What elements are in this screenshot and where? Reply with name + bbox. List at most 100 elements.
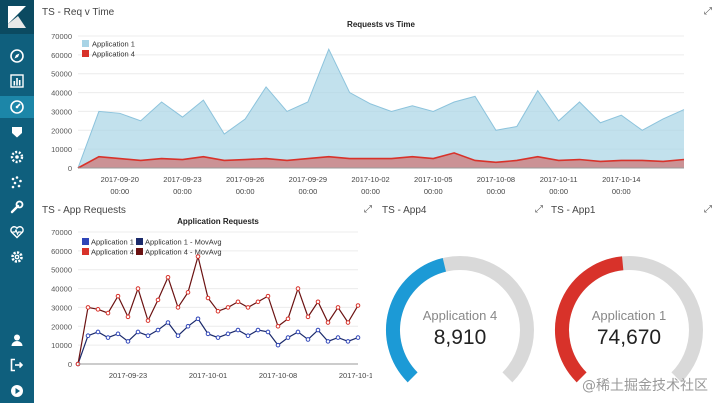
chart2-point-s1 bbox=[245, 333, 251, 339]
chart1-series-area-1 bbox=[78, 49, 684, 169]
chart2-point-s3 bbox=[115, 293, 121, 299]
chart1-title: Requests vs Time bbox=[347, 20, 415, 29]
chart1-xtick-sublabel: 00:00 bbox=[236, 187, 255, 196]
chart2-legend-swatch bbox=[82, 248, 89, 255]
chart1-xtick-label: 2017-09-29 bbox=[289, 175, 327, 184]
chart1-xtick-sublabel: 00:00 bbox=[612, 187, 631, 196]
gauge-app1-label: Application 1 bbox=[592, 308, 666, 323]
chart2-ytick-label: 20000 bbox=[51, 322, 72, 331]
chart2-point-s3 bbox=[355, 303, 361, 308]
chart2-point-s1 bbox=[125, 339, 131, 344]
chart1-series-area-2 bbox=[78, 152, 684, 168]
chart2-point-s3 bbox=[145, 318, 151, 323]
chart2-point-s3 bbox=[105, 310, 111, 316]
chart1-ytick-label: 30000 bbox=[51, 107, 72, 116]
chart2-xtick-label: 2017-10-08 bbox=[259, 371, 297, 380]
chart2-point-s1 bbox=[345, 339, 351, 344]
chart1-xtick-label: 2017-09-23 bbox=[163, 175, 201, 184]
chart2-ytick-label: 30000 bbox=[51, 303, 72, 312]
chart2-point-s1 bbox=[175, 333, 181, 339]
chart2-point-s1 bbox=[335, 335, 341, 340]
settings-icon[interactable] bbox=[0, 246, 34, 268]
chart1-xtick-sublabel: 00:00 bbox=[298, 187, 317, 196]
chart1-series-line-2 bbox=[77, 152, 685, 169]
chart2-point-s1 bbox=[255, 327, 261, 333]
chart1-xtick-label: 2017-10-05 bbox=[414, 175, 452, 184]
chart2-point-s3 bbox=[205, 295, 211, 301]
logout-icon[interactable] bbox=[0, 354, 34, 376]
chart2-legend-swatch bbox=[136, 238, 143, 245]
chart2-point-s3 bbox=[285, 316, 291, 322]
expand-panel-req-v-time-icon[interactable]: ⤢ bbox=[704, 6, 712, 17]
chart2-point-s1 bbox=[325, 339, 331, 344]
panel-title-req-v-time: TS - Req v Time bbox=[42, 7, 115, 18]
chart2-xtick-label: 2017-10-01 bbox=[189, 371, 227, 380]
play-icon[interactable] bbox=[0, 380, 34, 402]
chart2-point-s3 bbox=[275, 323, 281, 329]
chart2-point-s3 bbox=[315, 299, 321, 305]
chart2-series-line-2 bbox=[77, 317, 359, 365]
chart2-point-s1 bbox=[355, 335, 361, 340]
chart2-point-s3 bbox=[235, 299, 241, 305]
chart2-ytick-label: 50000 bbox=[51, 266, 72, 275]
chart2-point-s1 bbox=[165, 320, 171, 325]
chart2-legend-label: Application 1 bbox=[91, 238, 134, 247]
chart2-point-s3 bbox=[265, 293, 271, 299]
compass-icon[interactable] bbox=[0, 45, 34, 67]
chart2-point-s3 bbox=[175, 305, 181, 310]
chart2-point-s1 bbox=[295, 329, 301, 335]
chart1-xtick-label: 2017-10-08 bbox=[477, 175, 515, 184]
chart1-xtick-sublabel: 00:00 bbox=[110, 187, 129, 196]
chart2-legend-label: Application 4 - MovAvg bbox=[145, 248, 222, 257]
chart2-point-s1 bbox=[105, 335, 111, 340]
chart1-legend-label: Application 1 bbox=[92, 40, 135, 49]
chart2-point-s1 bbox=[215, 335, 221, 340]
kibana-logo[interactable] bbox=[0, 0, 34, 34]
bar-chart-icon[interactable] bbox=[0, 70, 34, 92]
chart2-point-s3 bbox=[345, 320, 351, 325]
gauge-app1: Application 1 74,670 bbox=[555, 256, 703, 383]
chart2-point-s3 bbox=[325, 320, 331, 325]
expand-panel-app1-icon[interactable]: ⤢ bbox=[704, 204, 712, 215]
chart2-point-s3 bbox=[195, 254, 201, 259]
chart2-legend-swatch bbox=[136, 248, 143, 255]
chart2-point-s1 bbox=[305, 337, 311, 342]
chart1-ytick-label: 60000 bbox=[51, 51, 72, 60]
chart1-xtick-label: 2017-10-11 bbox=[540, 175, 578, 184]
chart2-point-s1 bbox=[195, 316, 201, 322]
chart2-point-s1 bbox=[225, 331, 231, 337]
chart2-point-s1 bbox=[145, 333, 151, 339]
chart2-point-s3 bbox=[135, 286, 141, 291]
chart2-ytick-label: 0 bbox=[68, 360, 72, 369]
shield-icon[interactable] bbox=[0, 121, 34, 143]
chart2-point-s3 bbox=[255, 299, 261, 305]
chart1-series-line-1 bbox=[77, 47, 685, 169]
gear-circle-icon[interactable] bbox=[0, 146, 34, 168]
chart2-ytick-label: 10000 bbox=[51, 341, 72, 350]
chart2-point-s1 bbox=[285, 335, 291, 340]
expand-panel-app-requests-icon[interactable]: ⤢ bbox=[364, 204, 372, 215]
scatter-icon[interactable] bbox=[0, 171, 34, 193]
chart2-point-s1 bbox=[315, 327, 321, 333]
dashboard-icon[interactable] bbox=[0, 96, 34, 118]
heartbeat-icon[interactable] bbox=[0, 221, 34, 243]
chart1-xtick-sublabel: 00:00 bbox=[424, 187, 443, 196]
wrench-icon[interactable] bbox=[0, 196, 34, 218]
chart2-ytick-label: 70000 bbox=[51, 228, 72, 237]
chart2-ytick-label: 60000 bbox=[51, 247, 72, 256]
expand-panel-app4-icon[interactable]: ⤢ bbox=[535, 204, 543, 215]
chart2-point-s3 bbox=[245, 305, 251, 310]
chart1-xtick-label: 2017-10-02 bbox=[351, 175, 389, 184]
chart2-point-s3 bbox=[165, 274, 171, 280]
chart2-point-s3 bbox=[215, 308, 221, 314]
chart1-ytick-label: 0 bbox=[68, 164, 72, 173]
chart2-title: Application Requests bbox=[177, 217, 259, 226]
gauge-app4: Application 4 8,910 bbox=[386, 256, 534, 383]
kibana-logo-mark bbox=[8, 6, 26, 28]
chart1-xtick-sublabel: 00:00 bbox=[549, 187, 568, 196]
user-icon[interactable] bbox=[0, 329, 34, 351]
chart1-ytick-label: 70000 bbox=[51, 32, 72, 41]
gauge-app4-value: 8,910 bbox=[434, 326, 487, 349]
chart2-point-s1 bbox=[85, 333, 91, 339]
chart1-legend-swatch bbox=[82, 50, 89, 57]
